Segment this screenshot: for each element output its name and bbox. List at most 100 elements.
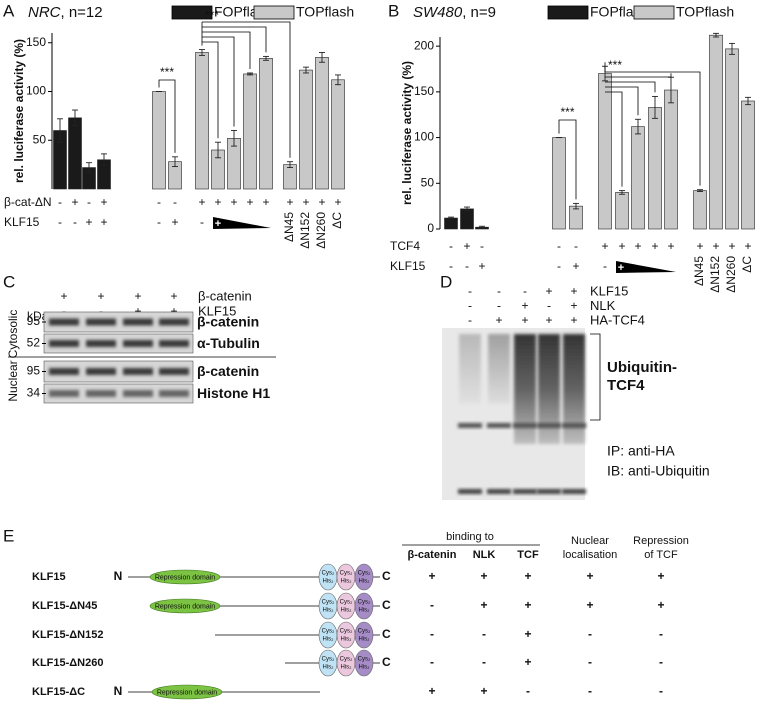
row-mark: - xyxy=(603,259,607,273)
error-bar xyxy=(57,118,63,143)
band xyxy=(537,489,561,494)
significance-bracket xyxy=(202,36,235,127)
band xyxy=(458,423,482,428)
y-tick-label: 150 xyxy=(414,84,434,98)
bar xyxy=(631,126,645,230)
row-mark: + xyxy=(572,259,579,273)
row-label: KLF15 xyxy=(590,283,628,298)
table-cell: + xyxy=(480,598,487,612)
bracket xyxy=(590,333,601,421)
significance-bracket xyxy=(558,119,577,200)
y-tick-label: 100 xyxy=(26,84,46,98)
panel-label: B xyxy=(388,1,399,20)
band-label: β-catenin xyxy=(197,363,259,379)
row-mark: + xyxy=(170,304,177,318)
column-header: of TCF xyxy=(644,549,678,561)
row-mark: - xyxy=(497,284,501,298)
bar xyxy=(331,79,345,190)
band xyxy=(159,368,189,375)
n-terminus: N xyxy=(114,569,123,583)
row-mark: + xyxy=(334,195,341,209)
zinc-finger xyxy=(318,621,338,649)
bar xyxy=(615,192,629,230)
legend-swatch xyxy=(547,5,589,20)
row-mark: + xyxy=(478,259,485,273)
dose-label: + xyxy=(215,218,221,230)
finger-label: His₂ xyxy=(341,608,353,614)
variant-label: ΔN45 xyxy=(282,212,296,242)
column-header: Nuclear xyxy=(571,535,609,547)
construct-name: KLF15-ΔN152 xyxy=(32,629,103,641)
row-mark: + xyxy=(744,239,751,253)
row-mark: + xyxy=(85,215,92,229)
table-cell: - xyxy=(482,655,486,669)
chart-title: SW480, n=9 xyxy=(413,4,496,21)
significance-bracket xyxy=(202,41,219,139)
finger-label: Cys₂ xyxy=(358,629,371,635)
y-axis-label: rel. luciferase activity (%) xyxy=(12,39,26,183)
table-cell: + xyxy=(524,598,531,612)
bar xyxy=(569,205,583,230)
row-label: β-cat-ΔN xyxy=(4,195,52,209)
error-bar xyxy=(448,216,454,220)
row-mark: - xyxy=(99,304,103,318)
band xyxy=(123,340,153,347)
finger-label: His₂ xyxy=(359,637,371,643)
table-cell: + xyxy=(524,627,531,641)
band xyxy=(159,318,189,326)
panel-label: D xyxy=(440,272,452,291)
error-bar xyxy=(86,162,92,173)
variant-label: ΔC xyxy=(330,212,344,229)
row-mark: + xyxy=(198,195,205,209)
error-bar xyxy=(287,161,293,169)
construct-name: KLF15-ΔC xyxy=(32,686,85,698)
table-cell: + xyxy=(657,598,664,612)
table-cell: - xyxy=(588,627,592,641)
variant-label: ΔN260 xyxy=(314,212,328,249)
bar xyxy=(259,58,273,190)
repression-domain xyxy=(151,684,223,700)
bar xyxy=(648,107,662,230)
bar xyxy=(195,52,209,190)
bar xyxy=(741,100,755,230)
row-mark: + xyxy=(618,239,625,253)
table-cell: + xyxy=(428,569,435,583)
row-mark: + xyxy=(545,313,552,327)
legend-swatch xyxy=(253,5,295,20)
row-mark: - xyxy=(468,299,472,313)
title-suffix: , n=12 xyxy=(61,4,103,21)
y-tick-label: 150 xyxy=(26,35,46,49)
table-cell: + xyxy=(480,569,487,583)
construct-name: KLF15-ΔN45 xyxy=(32,600,97,612)
band xyxy=(49,390,79,397)
marker-label: 95 xyxy=(27,314,41,328)
row-mark: + xyxy=(170,289,177,303)
row-mark: + xyxy=(100,195,107,209)
variant-label: ΔN152 xyxy=(708,256,722,293)
error-bar xyxy=(619,190,625,195)
row-mark: + xyxy=(728,239,735,253)
error-bar xyxy=(335,74,341,86)
bar xyxy=(315,57,329,190)
row-mark: + xyxy=(521,313,528,327)
repression-domain xyxy=(149,598,221,614)
row-mark: - xyxy=(200,215,204,229)
row-mark: - xyxy=(157,195,161,209)
smear xyxy=(514,334,536,444)
table-cell: + xyxy=(657,569,664,583)
error-bar xyxy=(303,66,309,74)
row-mark: + xyxy=(100,215,107,229)
table-cell: - xyxy=(588,655,592,669)
error-bar xyxy=(464,206,470,212)
finger-label: Cys₂ xyxy=(340,629,353,635)
band xyxy=(513,489,537,494)
variant-label: ΔN45 xyxy=(692,256,706,286)
significance-label: *** xyxy=(160,65,174,79)
band xyxy=(562,423,586,428)
row-mark: + xyxy=(463,239,470,253)
bar xyxy=(709,34,723,230)
row-mark: + xyxy=(696,239,703,253)
row-mark: - xyxy=(557,259,561,273)
table-cell: - xyxy=(482,627,486,641)
bar xyxy=(693,190,707,230)
